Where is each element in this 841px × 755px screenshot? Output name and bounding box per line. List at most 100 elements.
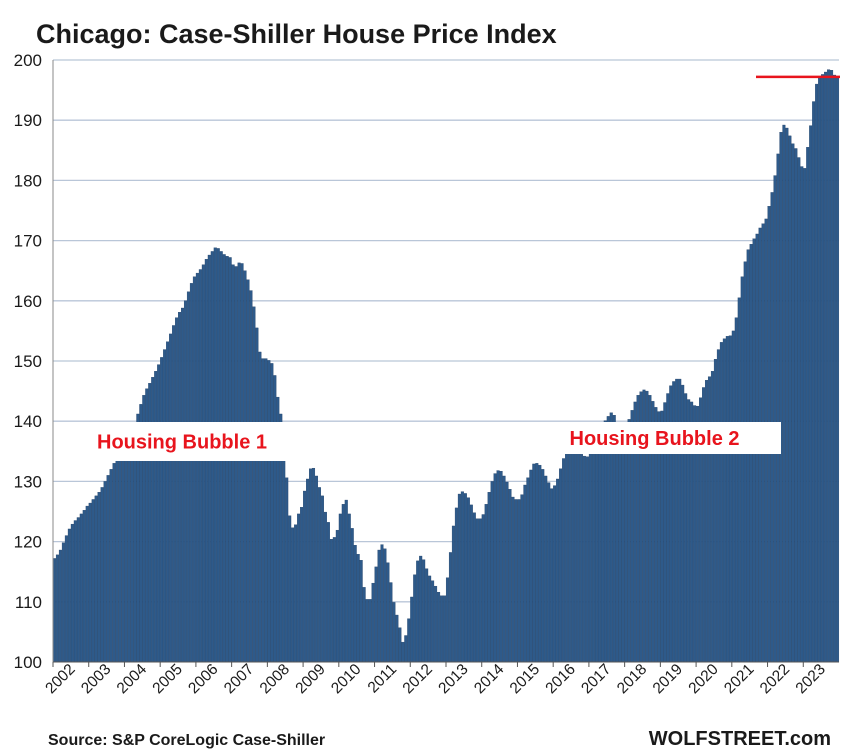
bar-1: [55, 554, 59, 663]
bar-97: [341, 504, 345, 663]
bar-250: [797, 157, 801, 663]
bar-228: [731, 330, 735, 663]
bar-183: [597, 435, 601, 663]
bar-129: [437, 591, 441, 663]
bar-145: [484, 504, 488, 663]
bar-139: [466, 497, 470, 663]
bar-260: [827, 69, 831, 663]
annotations: Housing Bubble 1 Housing Bubble 2: [73, 422, 781, 461]
bar-259: [824, 71, 828, 663]
bar-171: [562, 458, 566, 663]
bar-77: [282, 437, 286, 663]
bar-147: [490, 481, 494, 663]
bar-254: [809, 125, 813, 663]
bar-73: [270, 363, 274, 663]
bar-107: [371, 582, 375, 663]
bar-159: [526, 477, 530, 663]
bar-178: [582, 455, 586, 663]
bar-229: [734, 317, 738, 663]
bar-96: [338, 513, 342, 663]
bar-163: [538, 464, 542, 663]
bar-20: [112, 463, 116, 663]
bar-262: [833, 74, 837, 663]
bar-110: [380, 544, 384, 663]
bar-115: [395, 614, 399, 663]
bar-258: [821, 74, 825, 663]
bar-65: [246, 279, 250, 663]
bar-173: [568, 445, 572, 663]
bar-174: [571, 446, 575, 663]
bar-162: [535, 463, 539, 663]
bar-138: [463, 493, 467, 663]
bar-4: [64, 535, 68, 663]
bar-172: [565, 449, 569, 663]
bar-93: [329, 539, 333, 663]
bar-210: [678, 378, 682, 663]
bar-6: [70, 523, 74, 663]
bar-209: [675, 378, 679, 663]
bar-161: [532, 463, 536, 663]
y-tick-label-120: 120: [14, 533, 42, 552]
bar-150: [499, 470, 503, 663]
bar-118: [404, 635, 408, 663]
bar-251: [800, 166, 804, 663]
bar-39: [169, 333, 173, 663]
bar-83: [300, 507, 304, 663]
bar-94: [332, 537, 336, 663]
bar-71: [264, 358, 268, 663]
bar-245: [782, 124, 786, 663]
bar-34: [154, 371, 158, 663]
bar-47: [192, 276, 196, 663]
bar-106: [368, 599, 372, 663]
bar-18: [106, 475, 110, 663]
bar-12: [88, 502, 92, 663]
bar-189: [615, 424, 619, 663]
bar-35: [157, 364, 161, 663]
y-tick-label-190: 190: [14, 111, 42, 130]
bar-242: [773, 175, 777, 663]
y-tick-label-200: 200: [14, 51, 42, 70]
bar-136: [457, 493, 461, 663]
bar-104: [362, 587, 366, 663]
bar-21: [115, 458, 119, 663]
bar-181: [591, 446, 595, 663]
bar-125: [425, 568, 429, 663]
bar-82: [297, 513, 301, 663]
bar-156: [517, 499, 521, 663]
bar-74: [273, 375, 277, 663]
bar-45: [186, 291, 190, 663]
bar-91: [323, 511, 327, 663]
bar-177: [579, 454, 583, 663]
bar-122: [416, 560, 420, 663]
bar-90: [320, 495, 324, 663]
bar-5: [67, 528, 71, 663]
bar-79: [288, 515, 292, 663]
bar-133: [448, 552, 452, 663]
bar-22: [118, 453, 122, 663]
bar-112: [386, 562, 390, 663]
bar-257: [818, 77, 822, 663]
bar-135: [454, 507, 458, 663]
bar-37: [163, 349, 167, 663]
bar-255: [812, 101, 816, 663]
bar-155: [514, 499, 518, 663]
bar-233: [746, 249, 750, 663]
bar-38: [166, 341, 170, 663]
bar-158: [523, 484, 527, 663]
bar-89: [317, 487, 321, 663]
bar-95: [335, 529, 339, 663]
bar-17: [103, 481, 107, 663]
bar-182: [594, 441, 598, 663]
bar-46: [189, 283, 193, 663]
bar-168: [553, 485, 557, 663]
bar-232: [743, 261, 747, 663]
bar-15: [97, 492, 101, 663]
bar-160: [529, 469, 533, 663]
bar-61: [234, 266, 238, 663]
bar-220: [707, 376, 712, 663]
bar-50: [201, 264, 205, 663]
bar-141: [472, 512, 476, 663]
bar-87: [311, 467, 316, 663]
bar-127: [431, 580, 435, 663]
bar-16: [100, 487, 104, 663]
